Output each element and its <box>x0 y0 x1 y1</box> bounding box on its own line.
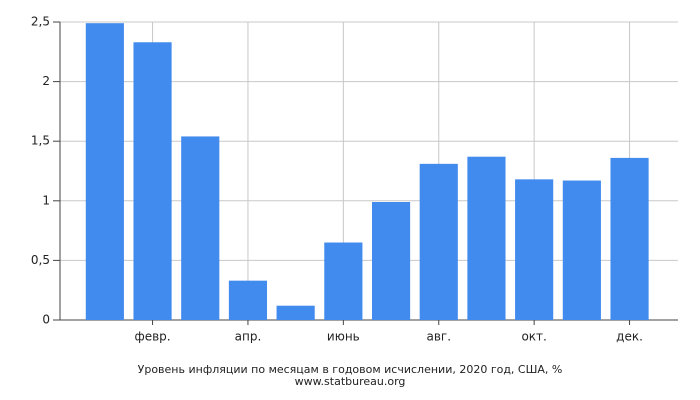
bar <box>85 23 124 321</box>
x-tick-label: авг. <box>426 330 451 344</box>
bar <box>133 42 172 320</box>
y-tick-label: 2,5 <box>31 15 50 29</box>
bar <box>467 156 506 320</box>
bar <box>276 305 315 320</box>
bar <box>610 157 649 320</box>
bar <box>419 163 458 320</box>
y-tick-label: 2 <box>42 74 50 88</box>
x-tick-label: июнь <box>327 330 360 344</box>
y-tick-label: 1 <box>42 193 50 207</box>
bar <box>228 280 268 320</box>
y-tick-label: 1,5 <box>31 134 50 148</box>
y-tick-label: 0 <box>42 313 50 327</box>
x-tick-label: февр. <box>134 330 170 344</box>
x-tick-label: дек. <box>616 330 643 344</box>
bar <box>181 136 220 320</box>
bar <box>515 179 554 320</box>
bar <box>324 242 363 320</box>
bar <box>562 180 601 320</box>
x-tick-label: апр. <box>235 330 262 344</box>
chart-source: www.statbureau.org <box>295 375 406 388</box>
chart-title: Уровень инфляции по месяцам в годовом ис… <box>138 363 563 376</box>
x-tick-label: окт. <box>521 330 546 344</box>
y-tick-label: 0,5 <box>31 253 50 267</box>
bar <box>371 201 411 320</box>
